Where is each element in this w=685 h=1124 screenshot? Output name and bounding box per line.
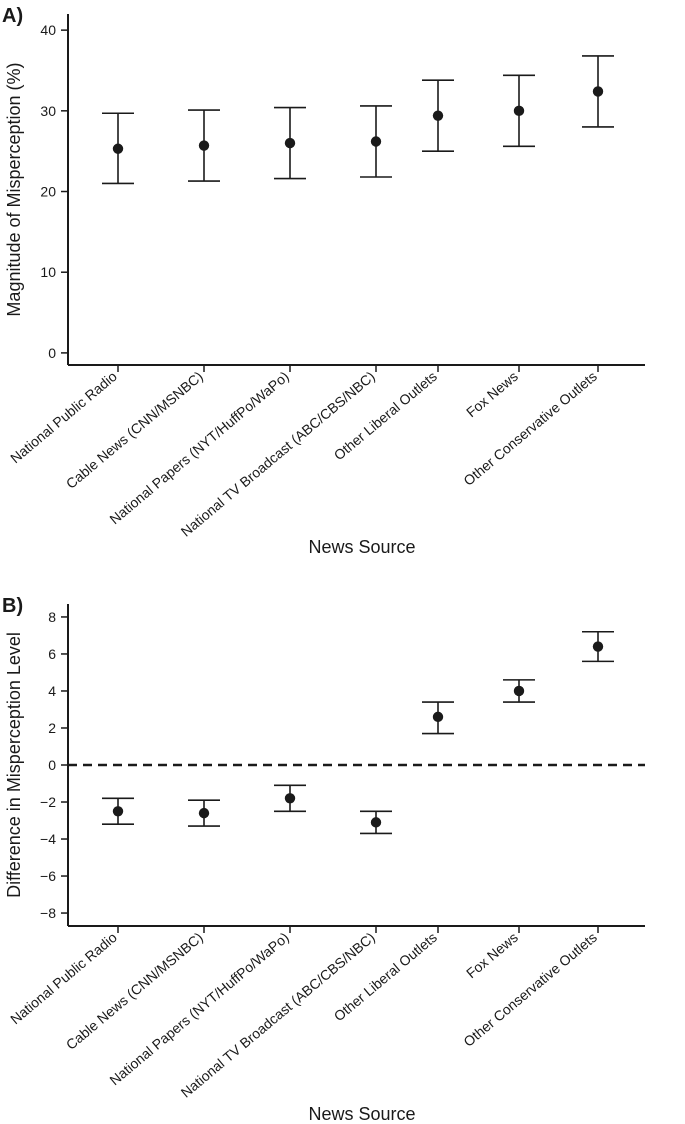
panel-a-data-point	[592, 86, 604, 97]
panel-b-y-tick-label: 6	[48, 646, 56, 662]
panel-b-y-tick-label: −6	[40, 868, 56, 884]
panel-a-y-tick-label: 40	[40, 22, 56, 38]
panel-a-category-label: Cable News (CNN/MSNBC)	[63, 368, 206, 492]
panel-a-data-point	[432, 110, 444, 121]
panel-b-y-tick-label: −2	[40, 794, 56, 810]
panel-b-category-label: Cable News (CNN/MSNBC)	[63, 929, 206, 1053]
panel-b-category-label: Fox News	[463, 929, 521, 981]
panel-b-y-tick-label: 4	[48, 683, 56, 699]
panel-a-y-tick-label: 10	[40, 264, 56, 280]
panel-b-data-point	[284, 793, 296, 804]
panel-b-y-tick-label: −8	[40, 905, 56, 921]
panel-a-y-axis-title: Magnitude of Misperception (%)	[4, 62, 24, 316]
panel-b-y-tick-label: −4	[40, 831, 56, 847]
panel-b-x-axis-title: News Source	[308, 1104, 415, 1124]
panel-b-y-axis-title: Difference in Misperception Level	[4, 632, 24, 898]
panel-b-category-label: National Papers (NYT/HuffPo/WaPo)	[106, 929, 292, 1088]
panel-b-data-point	[370, 817, 382, 828]
panel-b-y-tick-label: 2	[48, 720, 56, 736]
panel-b-y-tick-label: 0	[48, 757, 56, 773]
panel-a-data-point	[513, 105, 525, 117]
panel-b-data-point	[198, 807, 210, 819]
panel-b-data-point	[513, 685, 525, 697]
panel-b-label: B)	[2, 595, 23, 617]
panel-b-y-tick-label: 8	[48, 609, 56, 625]
panel-b-category-label: Other Liberal Outlets	[331, 929, 440, 1024]
panel-a-y-tick-label: 20	[40, 184, 56, 200]
panel-a-label: A)	[2, 5, 23, 27]
panel-a-data-point	[370, 136, 382, 147]
panel-a-category-label: Other Liberal Outlets	[331, 368, 440, 463]
panel-a-x-axis-title: News Source	[308, 537, 415, 557]
panel-a-y-tick-label: 30	[40, 103, 56, 119]
panel-b-data-point	[432, 711, 444, 723]
panel-b-category-label: Other Conservative Outlets	[460, 929, 600, 1050]
panel-a-data-point	[112, 143, 124, 154]
panel-b-data-point	[112, 806, 124, 817]
panel-a-y-tick-label: 0	[48, 345, 56, 361]
panel-a-data-point	[198, 140, 210, 151]
panel-a-category-label: National Papers (NYT/HuffPo/WaPo)	[106, 368, 292, 527]
panel-a-category-label: Other Conservative Outlets	[460, 368, 600, 489]
panel-b-data-point	[592, 641, 604, 652]
panel-a-data-point	[284, 137, 296, 149]
panel-a-category-label: Fox News	[463, 368, 521, 420]
